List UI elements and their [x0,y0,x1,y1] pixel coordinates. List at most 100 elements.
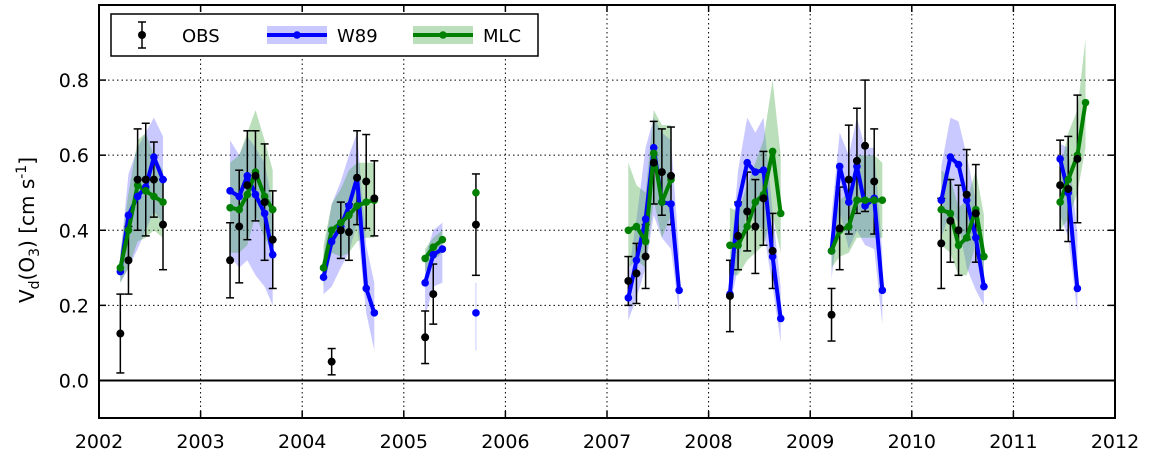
w89-point [226,187,234,195]
obs-point [133,175,142,184]
mlc-point [726,241,734,250]
mlc-point [124,226,133,235]
obs-point [657,168,666,177]
mlc-point [268,205,277,214]
obs-point [768,246,777,255]
w89-point [937,196,946,205]
obs-point [751,222,760,231]
mlc-point [649,149,658,158]
y-tick-label: 0.0 [59,370,89,392]
x-tick-label: 2011 [989,431,1037,453]
obs-point [124,256,133,265]
w89-point [675,286,683,295]
mlc-point [337,218,345,227]
w89-point [946,153,955,161]
mlc-point [937,205,946,214]
w89-point [980,282,988,291]
w89-point [632,256,641,265]
mlc-band [941,170,984,287]
mlc-point [870,196,879,205]
obs-point [954,226,963,235]
axes-layer [98,4,1116,419]
w89-point [243,172,252,180]
obs-point [861,141,870,150]
obs-point [149,175,158,184]
obs-point [743,207,752,216]
mlc-point [421,254,429,263]
mlc-line [1058,102,1088,203]
obs-point [649,158,658,167]
obs-point [268,235,277,244]
obs-point [852,156,861,165]
points-layer [116,98,1090,366]
w89-point [1056,155,1064,163]
obs-point [667,171,676,180]
mlc-point [878,196,887,205]
mlc-point [362,198,371,206]
w89-point [327,237,336,246]
w89-point [972,233,980,242]
x-tick-label: 2010 [888,431,936,453]
x-tick-label: 2007 [583,431,631,453]
w89-point [362,284,371,293]
mlc-point [632,222,641,231]
w89-band [230,136,273,306]
obs-point [116,329,125,338]
w89-point [878,286,887,295]
obs-point [946,216,955,225]
obs-point [835,224,844,233]
w89-point [954,160,963,169]
obs-point [327,357,336,366]
obs-point [1073,154,1082,163]
w89-point [1073,284,1082,293]
w89-point [150,153,158,161]
obs-point [725,291,734,300]
w89-point [751,168,760,176]
w89-point [472,309,480,317]
obs-point [827,310,836,319]
mlc-point [438,235,447,244]
mlc-point [980,252,988,261]
y-tick-label: 0.4 [59,220,89,242]
obs-point [235,222,244,231]
legend-label-mlc: MLC [483,26,521,47]
obs-point [243,181,252,190]
w89-point [853,162,861,171]
grid [99,5,1115,418]
w89-point [133,192,142,201]
obs-point [971,209,980,218]
x-tick-label: 2009 [786,431,834,453]
obs-point [421,333,430,342]
mlc-point [1064,175,1073,184]
obs-point [641,252,650,261]
mlc-point [327,226,336,235]
obs-point [251,171,260,180]
mlc-point [658,198,666,206]
mlc-point [226,203,234,212]
mlc-point [734,241,742,250]
w89-point [861,202,869,210]
obs-point [353,173,362,182]
w89-point [641,215,650,223]
mlc-point [243,190,252,199]
legend-entry-mlc: MLC [413,26,521,47]
w89-point [759,166,768,174]
mlc-point [768,147,777,156]
mlc-point [116,264,125,272]
obs-point [226,256,235,265]
w89-point [159,175,167,184]
mlc-point [641,237,650,246]
x-tick-label: 2006 [481,431,529,453]
obs-point [937,239,946,248]
obs-point [471,220,480,229]
mlc-point [962,233,971,242]
obs-point [159,220,168,229]
w89-line [118,155,165,272]
w89-point [438,245,447,253]
w89-point [845,198,853,206]
w89-line [939,155,986,287]
legend-label-w89: W89 [337,26,378,47]
mlc-point [1081,98,1090,107]
x-tick-label: 2003 [176,431,224,453]
